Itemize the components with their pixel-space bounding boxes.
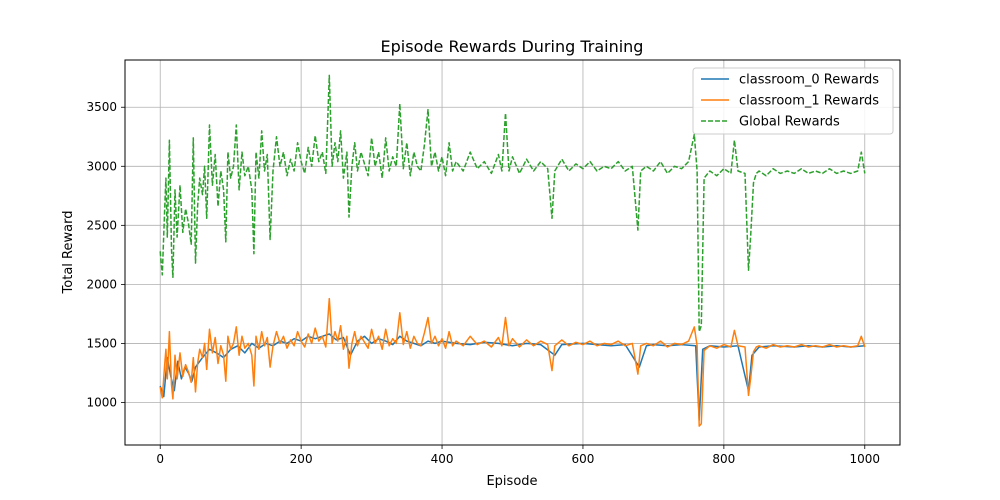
series-group xyxy=(159,74,866,427)
x-ticks: 0 200 400 600 800 1000 xyxy=(156,445,880,466)
series-line-2 xyxy=(159,74,866,333)
chart-title: Episode Rewards During Training xyxy=(381,37,644,56)
y-tick-label: 2000 xyxy=(86,277,117,291)
x-tick-label: 800 xyxy=(712,452,735,466)
x-tick-label: 0 xyxy=(156,452,164,466)
y-ticks: 1000 1500 2000 2500 3000 3500 xyxy=(86,100,125,409)
y-tick-label: 2500 xyxy=(86,218,117,232)
legend-label-0: classroom_0 Rewards xyxy=(739,73,879,88)
y-tick-label: 3500 xyxy=(86,100,117,114)
legend: classroom_0 Rewards classroom_1 Rewards Gl… xyxy=(692,67,894,135)
legend-box xyxy=(692,67,894,135)
y-tick-label: 1000 xyxy=(86,395,117,409)
x-tick-label: 1000 xyxy=(849,452,880,466)
series-line-1 xyxy=(159,297,866,427)
plot-frame xyxy=(124,59,901,446)
series-line-0 xyxy=(159,333,865,421)
legend-label-1: classroom_1 Rewards xyxy=(739,94,879,109)
y-tick-label: 3000 xyxy=(86,159,117,173)
y-axis-label: Total Reward xyxy=(61,211,76,295)
y-tick-label: 1500 xyxy=(86,336,117,350)
x-tick-label: 400 xyxy=(431,452,454,466)
x-tick-label: 200 xyxy=(290,452,313,466)
legend-label-2: Global Rewards xyxy=(739,115,840,130)
x-axis-label: Episode xyxy=(486,474,537,489)
x-tick-label: 600 xyxy=(572,452,595,466)
